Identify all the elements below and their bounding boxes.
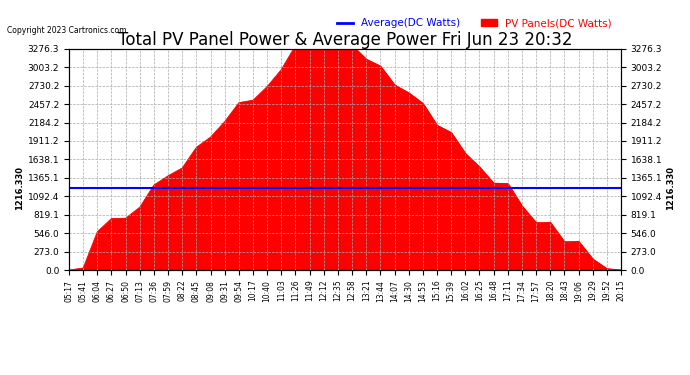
Legend: Average(DC Watts), PV Panels(DC Watts): Average(DC Watts), PV Panels(DC Watts) — [333, 14, 615, 33]
Text: Copyright 2023 Cartronics.com: Copyright 2023 Cartronics.com — [7, 26, 126, 35]
Text: 1216.330: 1216.330 — [14, 166, 24, 210]
Title: Total PV Panel Power & Average Power Fri Jun 23 20:32: Total PV Panel Power & Average Power Fri… — [118, 31, 572, 49]
Text: 1216.330: 1216.330 — [666, 166, 676, 210]
